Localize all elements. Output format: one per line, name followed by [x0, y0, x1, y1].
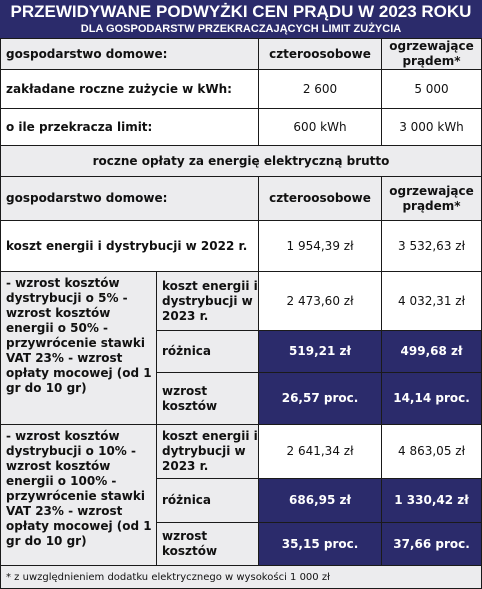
cost-2022-four-person: 1 954,39 zł [258, 220, 382, 272]
scenario-2-diff-four-person: 686,95 zł [258, 478, 382, 523]
col-four-person: czteroosobowe [258, 38, 382, 70]
excess-four-person: 600 kWh [258, 108, 382, 146]
scenario-1-description: - wzrost kosztów dystrybucji o 5% - wzro… [0, 271, 157, 425]
footnote: * z uwzględnieniem dodatku elektrycznego… [0, 565, 482, 589]
usage-four-person: 2 600 [258, 69, 382, 109]
excess-electric-heating: 3 000 kWh [381, 108, 482, 146]
cost-2022-electric-heating: 3 532,63 zł [381, 220, 482, 272]
household-label: gospodarstwo domowe: [0, 38, 259, 70]
excess-label: o ile przekracza limit: [0, 108, 259, 146]
scenario-2-increase-electric-heating: 37,66 proc. [381, 522, 482, 566]
scenario-2-cost-four-person: 2 641,34 zł [258, 424, 382, 479]
table-subtitle: DLA GOSPODARSTW PRZEKRACZAJĄCYCH LIMIT Z… [80, 23, 402, 35]
scenario-1-cost-label: koszt energii i dystrybucji w 2023 r. [156, 271, 259, 331]
col-electric-heating: ogrzewające prądem* [381, 38, 482, 70]
scenario-1-cost-electric-heating: 4 032,31 zł [381, 271, 482, 331]
scenario-1-increase-label: wzrost kosztów [156, 372, 259, 425]
scenario-2-increase-four-person: 35,15 proc. [258, 522, 382, 566]
cost-col-four-person: czteroosobowe [258, 176, 382, 221]
cost-household-label: gospodarstwo domowe: [0, 176, 259, 221]
scenario-2-cost-label: koszt energii i dytrybucji w 2023 r. [156, 424, 259, 479]
scenario-1-cost-four-person: 2 473,60 zł [258, 271, 382, 331]
scenario-1-increase-four-person: 26,57 proc. [258, 372, 382, 425]
scenario-2-increase-label: wzrost kosztów [156, 522, 259, 566]
scenario-2-diff-label: różnica [156, 478, 259, 523]
scenario-1-diff-label: różnica [156, 330, 259, 373]
scenario-1-increase-electric-heating: 14,14 proc. [381, 372, 482, 425]
scenario-2-cost-electric-heating: 4 863,05 zł [381, 424, 482, 479]
cost-2022-label: koszt energii i dystrybucji w 2022 r. [0, 220, 259, 272]
scenario-1-diff-electric-heating: 499,68 zł [381, 330, 482, 373]
table-title: PRZEWIDYWANE PODWYŻKI CEN PRĄDU W 2023 R… [10, 2, 472, 21]
cost-col-electric-heating: ogrzewające prądem* [381, 176, 482, 221]
scenario-1-diff-four-person: 519,21 zł [258, 330, 382, 373]
scenario-2-description: - wzrost kosztów dystrybucji o 10% - wzr… [0, 424, 157, 566]
usage-label: zakładane roczne zużycie w kWh: [0, 69, 259, 109]
section-title: roczne opłaty za energię elektryczną bru… [0, 145, 482, 177]
usage-electric-heating: 5 000 [381, 69, 482, 109]
table-header: PRZEWIDYWANE PODWYŻKI CEN PRĄDU W 2023 R… [0, 0, 482, 38]
scenario-2-diff-electric-heating: 1 330,42 zł [381, 478, 482, 523]
